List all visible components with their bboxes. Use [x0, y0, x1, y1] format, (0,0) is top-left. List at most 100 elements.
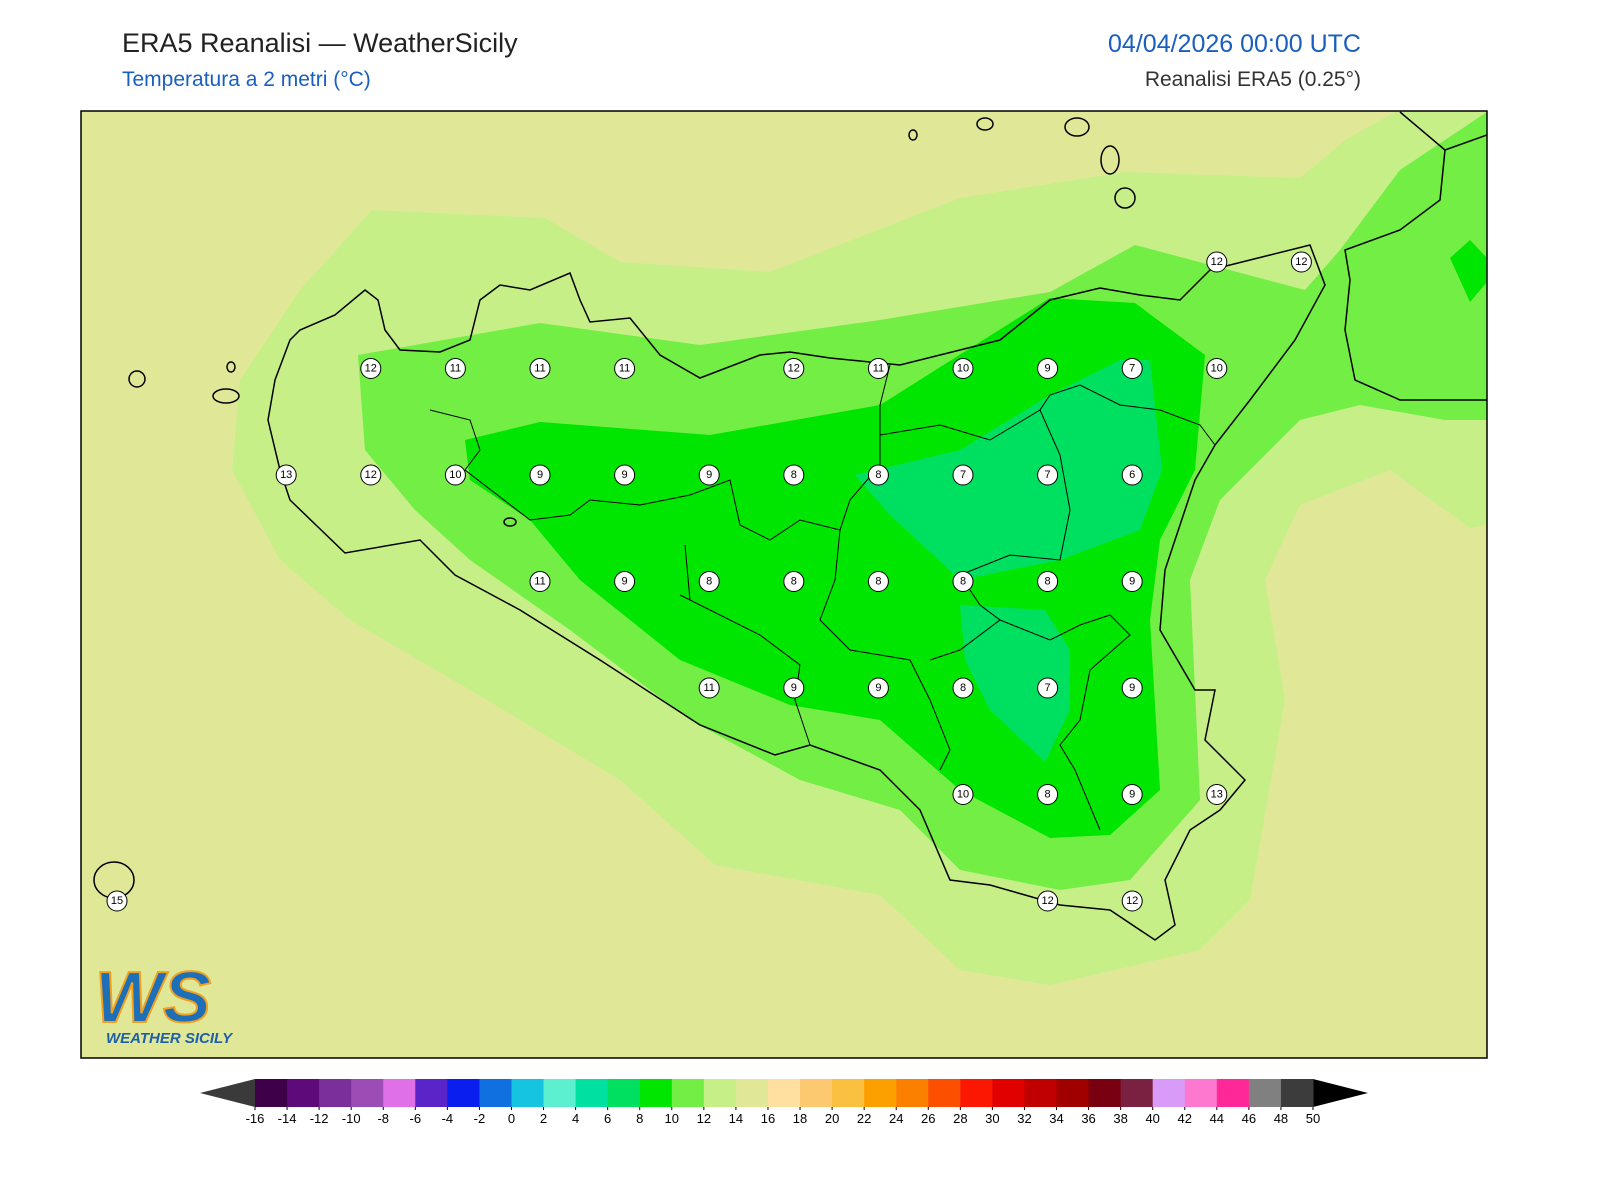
- station-value: 8: [960, 682, 966, 694]
- station-value: 6: [1129, 469, 1135, 481]
- colorbar-swatch: [703, 1079, 737, 1107]
- station-marker: [698, 464, 720, 486]
- colorbar-tick-label: 28: [953, 1111, 967, 1126]
- station-value: 15: [111, 895, 123, 907]
- station-value: 11: [619, 363, 630, 375]
- station-marker: [1290, 251, 1312, 273]
- station-marker: [867, 464, 889, 486]
- station-value: 9: [791, 682, 797, 694]
- colorbar-tick-label: 14: [729, 1111, 743, 1126]
- station-marker: [783, 464, 805, 486]
- station-value: 11: [534, 576, 545, 588]
- station-value: 9: [622, 576, 628, 588]
- station-marker: [614, 358, 636, 379]
- colorbar-tick-label: 46: [1242, 1111, 1256, 1126]
- station-value: 7: [960, 469, 966, 481]
- station-value: 11: [534, 363, 545, 375]
- station-value: 9: [706, 469, 712, 481]
- colorbar-swatch: [864, 1079, 897, 1107]
- colorbar-swatch: [960, 1079, 993, 1107]
- station-value: 8: [706, 576, 712, 588]
- colorbar-swatch: [1216, 1079, 1250, 1107]
- station-value: 12: [365, 363, 377, 375]
- station-value: 9: [622, 469, 628, 481]
- field-6-8: [855, 360, 1162, 580]
- field-6-8: [960, 605, 1070, 762]
- station-marker: [867, 358, 889, 379]
- logo: WS WEATHER SICILY: [94, 957, 234, 1047]
- station-value: 12: [1295, 256, 1307, 268]
- station-marker: [1121, 890, 1143, 912]
- colorbar-tick-label: -14: [278, 1111, 297, 1126]
- station-value: 11: [450, 363, 461, 375]
- colorbar-tick-label: 18: [793, 1111, 807, 1126]
- colorbar-tick-label: 10: [665, 1111, 679, 1126]
- station-marker: [1037, 464, 1059, 486]
- station-marker: [698, 677, 720, 699]
- station-marker: [1037, 358, 1059, 379]
- station-marker: [1121, 358, 1143, 379]
- colorbar-swatch: [928, 1079, 961, 1107]
- colorbar: -16 -14 -12 -10 -8 -6 -4 -2 0 2 4 6 8 10 12 14 16 18 20 22 2…: [200, 1079, 1368, 1126]
- station-value: 8: [875, 469, 881, 481]
- station-marker: [1037, 571, 1059, 592]
- colorbar-tick-label: 20: [825, 1111, 839, 1126]
- coastline: [93, 111, 1487, 941]
- station-marker: [275, 464, 297, 486]
- colorbar-tick-label: 30: [985, 1111, 999, 1126]
- station-value: 10: [957, 789, 969, 801]
- station-marker: [952, 571, 974, 592]
- station-value: 9: [1045, 363, 1051, 375]
- station-value: 9: [1129, 789, 1135, 801]
- colorbar-swatch: [832, 1079, 865, 1107]
- station-marker: [1121, 677, 1143, 699]
- colorbar-tick-label: -12: [310, 1111, 329, 1126]
- station-value: 9: [1129, 682, 1135, 694]
- colorbar-swatch: [415, 1079, 448, 1107]
- colorbar-swatch: [896, 1079, 929, 1107]
- colorbar-tick-label: 48: [1274, 1111, 1288, 1126]
- source: Reanalisi ERA5 (0.25°): [1145, 68, 1361, 91]
- colorbar-tick-label: 40: [1145, 1111, 1159, 1126]
- station-value: 10: [1211, 363, 1223, 375]
- station-marker: [360, 464, 382, 486]
- station-marker: [106, 890, 128, 912]
- colorbar-swatch: [800, 1079, 833, 1107]
- station-marker: [952, 677, 974, 699]
- station-marker: [952, 358, 974, 379]
- colorbar-swatch: [383, 1079, 416, 1107]
- station-marker: [952, 784, 974, 805]
- station-value: 11: [873, 363, 884, 375]
- station-value: 12: [365, 469, 377, 481]
- colorbar-tick-label: -4: [442, 1111, 454, 1126]
- station-value: 12: [1126, 895, 1138, 907]
- colorbar-under: [200, 1079, 255, 1107]
- colorbar-tick-label: 32: [1017, 1111, 1031, 1126]
- colorbar-swatch: [671, 1079, 705, 1107]
- colorbar-tick-label: 2: [540, 1111, 547, 1126]
- colorbar-tick-label: 26: [921, 1111, 935, 1126]
- station-marker: [529, 358, 551, 379]
- station-marker: [1121, 464, 1143, 486]
- colorbar-tick-label: 24: [889, 1111, 903, 1126]
- colorbar-swatch: [575, 1079, 609, 1107]
- colorbar-tick-label: -6: [410, 1111, 422, 1126]
- station-value: 9: [1129, 576, 1135, 588]
- logo-text: WEATHER SICILY: [106, 1030, 234, 1047]
- title: ERA5 Reanalisi — WeatherSicily: [122, 28, 518, 58]
- colorbar-swatch: [287, 1079, 320, 1107]
- station-marker: [867, 677, 889, 699]
- station-value: 7: [1045, 469, 1051, 481]
- station-value: 8: [791, 576, 797, 588]
- station-marker: [614, 464, 636, 486]
- colorbar-tick-label: 12: [697, 1111, 711, 1126]
- station-marker: [1037, 677, 1059, 699]
- colorbar-swatch: [1184, 1079, 1218, 1107]
- colorbar-tick-label: -8: [377, 1111, 389, 1126]
- station-value: 10: [957, 363, 969, 375]
- station-value: 7: [1129, 363, 1135, 375]
- colorbar-swatch: [607, 1079, 641, 1107]
- colorbar-swatch: [639, 1079, 673, 1107]
- station-marker: [783, 358, 805, 379]
- colorbar-swatch: [1280, 1079, 1314, 1107]
